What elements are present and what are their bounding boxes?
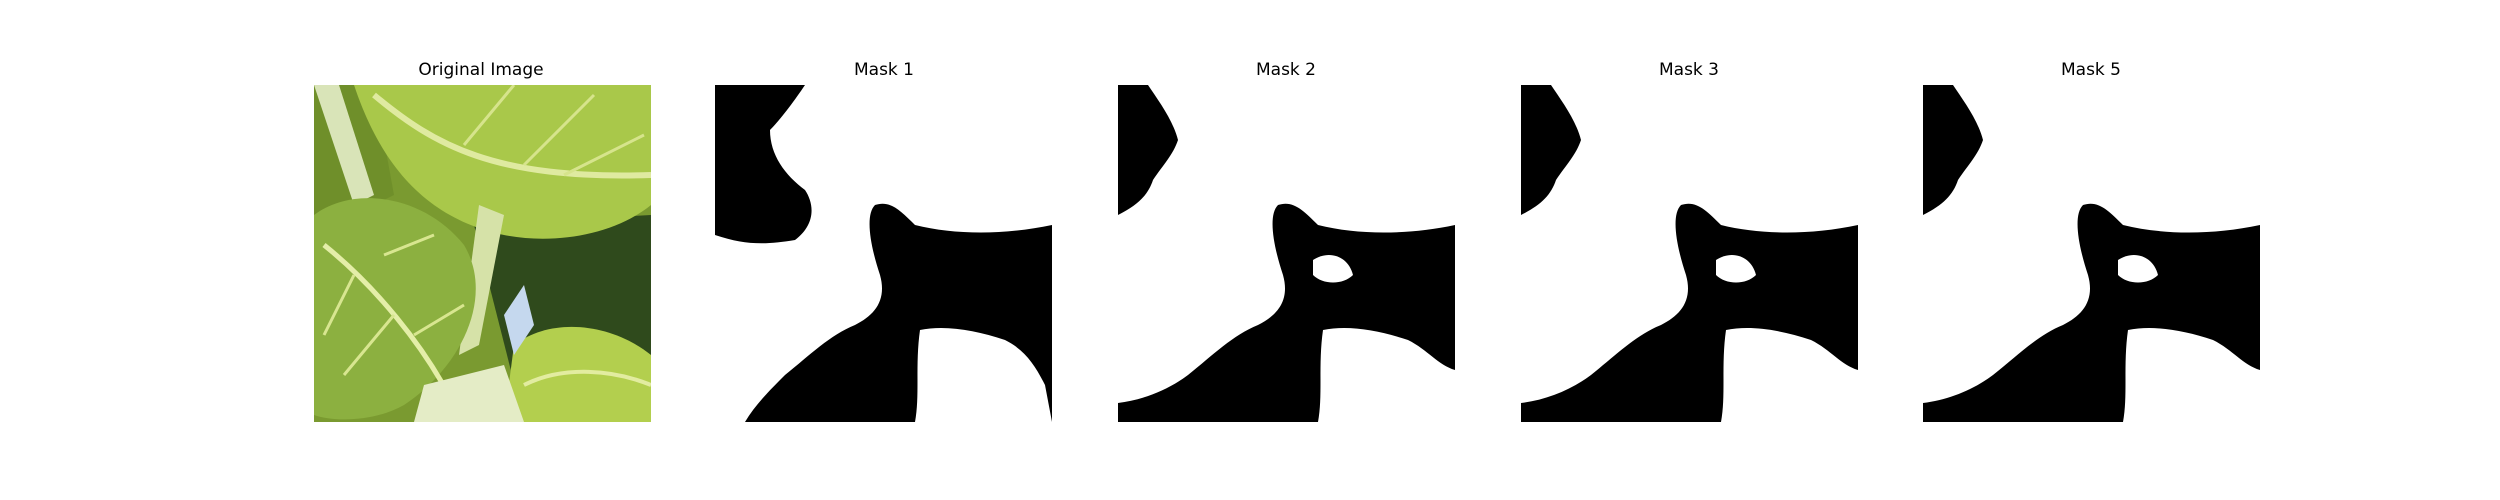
mask-5 bbox=[1923, 85, 2260, 422]
mask-3-shape bbox=[1521, 85, 1858, 422]
mask-1-shape bbox=[715, 85, 1052, 422]
mask-3 bbox=[1521, 85, 1858, 422]
leafy-greens-photo-icon bbox=[314, 85, 651, 422]
panel-title-mask-3: Mask 3 bbox=[1658, 60, 1719, 80]
original-image bbox=[314, 85, 651, 422]
panel-title-mask-2: Mask 2 bbox=[1255, 60, 1316, 80]
mask-2 bbox=[1118, 85, 1455, 422]
mask-1 bbox=[715, 85, 1052, 422]
panel-title-mask-1: Mask 1 bbox=[853, 60, 914, 80]
mask-5-shape bbox=[1923, 85, 2260, 422]
panel-title-original: Original Image bbox=[418, 60, 544, 80]
panel-title-mask-5: Mask 5 bbox=[2060, 60, 2121, 80]
mask-2-shape bbox=[1118, 85, 1455, 422]
